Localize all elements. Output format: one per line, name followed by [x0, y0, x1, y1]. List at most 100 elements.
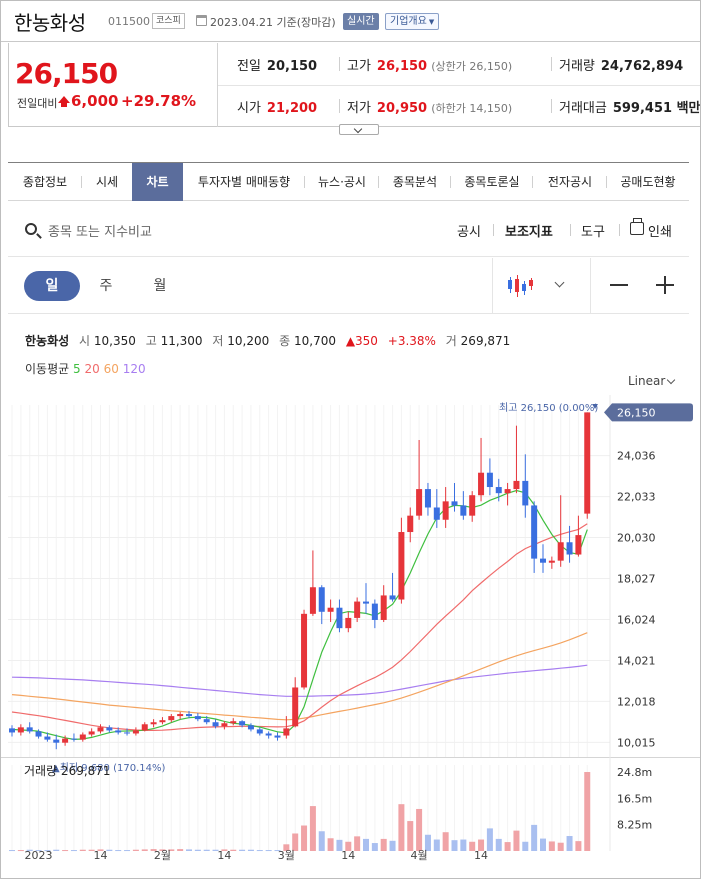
volume-bar [62, 850, 69, 852]
disclosure-button[interactable]: 공시 [457, 225, 481, 240]
turnover-label: 거래대금 [559, 101, 607, 116]
candle-body [186, 714, 192, 717]
x-tick-label: 2월 [154, 849, 171, 862]
search-icon[interactable] [25, 223, 37, 235]
period-week-button[interactable]: 주 [99, 278, 113, 294]
expand-summary-button[interactable] [339, 124, 379, 135]
tab-label: 종목토론실 [464, 175, 520, 189]
change-percent: +29.78% [121, 92, 197, 110]
change-value: 6,000 [71, 92, 119, 110]
volume-value: 24,762,894 [600, 59, 684, 74]
tools-button[interactable]: 도구 [581, 225, 605, 240]
volume-bar [548, 841, 555, 851]
chart-type-dropdown-chevron-icon[interactable] [554, 277, 565, 288]
tab-label: 종목분석 [392, 175, 438, 189]
tab-stock-analysis[interactable]: 종목분석 [379, 163, 451, 201]
price-date: 2023.04.21 기준(장마감) [210, 14, 336, 30]
candle-body [203, 719, 210, 723]
compare-search-input[interactable]: 종목 또는 지수비교 [48, 225, 152, 240]
ma60-label[interactable]: 60 [103, 362, 119, 376]
candle-body [424, 489, 431, 508]
volume: 거래량 24,762,894 [559, 55, 683, 74]
tab-label: 투자자별 매매동향 [197, 175, 291, 189]
scale-mode-dropdown[interactable]: Linear [628, 374, 666, 388]
tab-discussion[interactable]: 종목토론실 [451, 163, 533, 201]
ma120-label[interactable]: 120 [122, 362, 146, 376]
zoom-in-icon[interactable] [656, 275, 674, 295]
volume-bar [371, 843, 378, 851]
candle-body [35, 731, 42, 737]
volume-bar [522, 841, 529, 851]
col-divider [551, 57, 552, 71]
x-tick-label: 2023 [25, 849, 53, 862]
volume-bar [150, 849, 157, 851]
indicators-button[interactable]: 보조지표 [505, 225, 553, 240]
volume-bar [540, 838, 546, 851]
tab-overview[interactable]: 종합정보 [8, 163, 82, 201]
period-day-button[interactable]: 일 [24, 271, 80, 301]
candle-body [327, 607, 334, 612]
change-label: 전일대비 [17, 97, 58, 110]
volume-bar [469, 841, 476, 851]
tab-divider [606, 176, 607, 188]
realtime-button[interactable]: 실시간 [343, 13, 379, 30]
ma5-label[interactable]: 5 [73, 362, 81, 376]
tool-divider [493, 224, 494, 236]
period-month-button[interactable]: 월 [153, 278, 167, 294]
col-divider [551, 99, 552, 113]
ma120-line [11, 664, 588, 697]
volume-bar [566, 836, 573, 851]
candle-body [478, 472, 485, 496]
tab-e-disclosure[interactable]: 전자공시 [533, 163, 607, 201]
candle-body [575, 535, 582, 555]
ohlc-stock-name: 한농화성 [25, 334, 70, 348]
candle-body [345, 617, 352, 629]
price-chart[interactable]: 24,036 22,033 20,030 18,027 16,024 14,021 12,0… [0, 395, 701, 879]
ma20-label[interactable]: 20 [84, 362, 100, 376]
volume-bar [363, 838, 369, 851]
volume-bar [26, 849, 33, 851]
high-price: 고가 26,150 (상한가 26,150) [347, 55, 512, 74]
tab-chart[interactable]: 차트 [132, 163, 183, 201]
company-overview-button[interactable]: 기업개요 ▼ [385, 13, 440, 30]
chevron-down-icon[interactable] [666, 375, 676, 385]
candle-body [584, 412, 591, 514]
volume-bar [177, 849, 184, 851]
max-price-label: 최고 26,150 (0.00%) [499, 402, 598, 414]
tab-news-disclosure[interactable]: 뉴스·공시 [305, 163, 379, 201]
tab-price[interactable]: 시세 [82, 163, 132, 201]
price-tick-label: 20,030 [617, 532, 656, 545]
candlestick-icon[interactable] [508, 275, 534, 297]
tab-label: 종합정보 [22, 175, 68, 189]
volume-bar [301, 825, 308, 851]
volume-bar [345, 841, 352, 851]
candle-body [548, 560, 555, 563]
zoom-out-icon[interactable] [610, 275, 628, 295]
volume-bar [460, 839, 467, 851]
tool-divider [570, 224, 571, 236]
volume-bar [416, 808, 423, 851]
printer-icon[interactable] [630, 218, 644, 235]
candle-body [150, 722, 157, 725]
candle-body [239, 721, 246, 726]
volume-bar [486, 828, 493, 851]
candle-body [70, 738, 77, 740]
stock-code: 011500 [108, 15, 150, 28]
print-button[interactable]: 인쇄 [648, 225, 672, 240]
volume-bar [495, 838, 502, 851]
volume-bar [389, 840, 396, 851]
volume-tick-label: 24.8m [617, 766, 652, 779]
candle-body [407, 515, 414, 533]
candle-body [26, 727, 33, 732]
candle-body [44, 736, 51, 740]
volume-bar [433, 839, 440, 851]
candle-body [62, 738, 69, 743]
tab-short-selling[interactable]: 공매도현황 [607, 163, 689, 201]
volume-tick-label: 16.5m [617, 792, 652, 805]
high-value: 11,300 [160, 334, 203, 348]
tab-investor-trading[interactable]: 투자자별 매매동향 [183, 163, 305, 201]
volume-bar [354, 836, 361, 851]
caret-down-icon: ▼ [428, 18, 435, 26]
x-tick-label: 14 [217, 849, 231, 862]
volume-bar [531, 824, 538, 851]
